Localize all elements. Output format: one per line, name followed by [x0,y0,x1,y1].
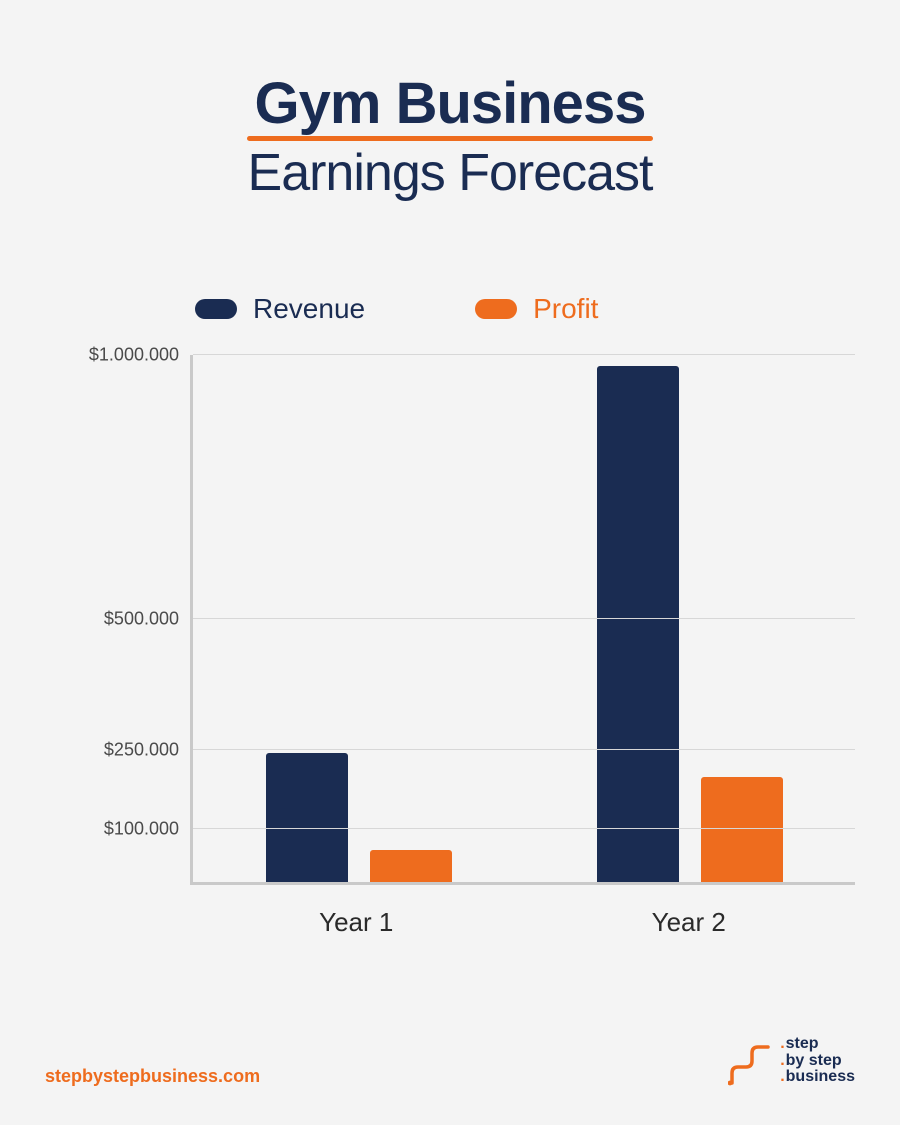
logo-line1: step [786,1035,819,1052]
title-sub: Earnings Forecast [45,143,855,203]
x-axis: Year 1 Year 2 [190,907,855,938]
brand-logo: .step .by step .business [728,1035,855,1087]
bars-container [193,355,855,882]
logo-text: .step .by step .business [780,1036,855,1086]
y-tick-label: $100.000 [104,819,193,840]
chart-area: $100.000$250.000$500.000$1.000.000 Year … [90,355,855,938]
title-main: Gym Business [255,70,646,137]
y-tick-label: $1.000.000 [89,345,193,366]
legend-swatch-revenue [195,299,237,319]
y-tick-label: $250.000 [104,740,193,761]
legend-item-revenue: Revenue [195,293,365,325]
y-tick-label: $500.000 [104,608,193,629]
legend-label-revenue: Revenue [253,293,365,325]
logo-line2: by step [786,1052,842,1069]
bar-revenue-1 [597,366,679,882]
gridline [193,354,855,355]
footer: stepbystepbusiness.com .step .by step .b… [45,1035,855,1087]
bar-group-0 [193,355,524,882]
title-underline [247,136,654,141]
x-label-1: Year 2 [523,907,856,938]
gridline [193,618,855,619]
bar-group-1 [524,355,855,882]
footer-site-url: stepbystepbusiness.com [45,1066,260,1087]
legend: Revenue Profit [195,293,855,325]
legend-item-profit: Profit [475,293,598,325]
gridline [193,828,855,829]
logo-steps-icon [728,1035,772,1087]
bar-revenue-0 [266,753,348,882]
logo-line3: business [786,1068,855,1085]
legend-swatch-profit [475,299,517,319]
gridline [193,749,855,750]
legend-label-profit: Profit [533,293,598,325]
title-block: Gym Business Earnings Forecast [45,70,855,203]
bar-profit-0 [370,850,452,882]
chart-plot: $100.000$250.000$500.000$1.000.000 [190,355,855,885]
x-label-0: Year 1 [190,907,523,938]
